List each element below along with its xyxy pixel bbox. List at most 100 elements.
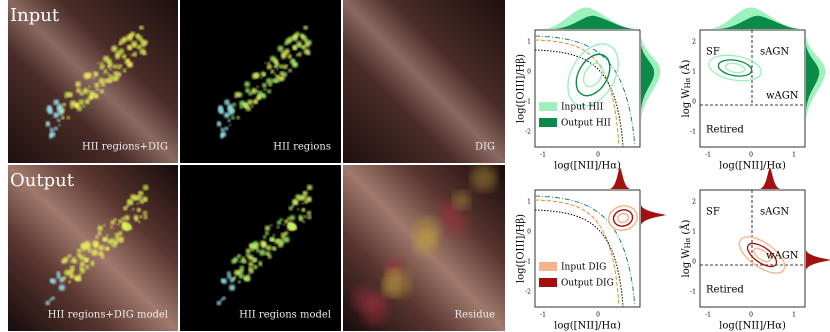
hii-region [307,215,312,220]
hii-region [275,74,280,79]
y-label-main: log W [681,88,692,118]
y-label-sub: Hα [684,77,692,88]
hii-region [101,82,106,87]
hii-region [234,91,240,98]
hii-region [254,100,258,104]
hii-region [142,39,148,46]
y-tick-label: 0 [692,259,696,266]
hii-region [85,244,91,250]
hii-region [243,275,250,282]
hii-region [91,249,98,256]
y-tick-label: -1 [690,129,696,136]
hii-region [70,106,74,110]
hii-region [245,87,251,93]
hii-region [113,218,117,222]
y-tick-label: 1 [527,199,531,206]
hii-region [58,123,61,127]
hii-region [295,194,301,200]
hii-region [93,93,99,99]
hii-region [277,76,283,82]
hii-region [45,300,50,306]
hii-region [261,93,267,99]
hii-region [306,196,312,203]
hii-region [139,48,146,55]
hii-region [97,61,100,64]
hii-region [267,61,271,65]
hii-region [251,105,254,108]
hii-region [228,123,232,127]
hii-region [302,220,305,224]
hii-region [260,76,264,79]
hii-region [137,208,141,211]
density-contour [753,247,771,263]
density-contour [616,212,630,224]
hii-region [263,88,267,92]
hii-region [275,68,279,71]
hii-region [139,215,143,219]
hii-region [76,87,82,93]
region-label: wAGN [766,251,799,262]
hii-region [264,225,271,231]
hii-region [109,68,112,71]
hii-region [255,248,260,253]
hii-region [288,206,293,211]
hii-region [79,261,85,267]
hii-region [280,232,286,238]
hii-region [287,223,293,228]
hii-region [122,68,127,73]
hii-region [117,223,120,226]
hii-region [272,234,276,237]
hii-region [252,257,258,263]
hii-region [82,105,86,108]
residue-blob [452,191,471,210]
y-tick-label: 0 [692,99,696,106]
hii-region [279,218,283,222]
hii-region [85,100,90,104]
y-axis-label: log WHα (Å) [680,219,693,277]
hii-region [267,89,272,94]
y-tick-label: 2 [692,199,696,206]
hii-region [239,265,245,271]
hii-region [88,85,91,88]
hii-region [262,235,267,239]
hii-region [229,277,235,283]
hii-region [139,199,144,204]
hii-region [79,266,84,271]
axes-frame [699,29,806,148]
hii-region [257,94,262,100]
diagnostic-plot: Input DIG Output DIG -1 0 1 0 -1 -2 log([NII]/Hα… [516,168,666,332]
hii-region [256,85,259,88]
top-marginal [760,168,780,189]
hii-region [228,284,236,291]
y-tick-label: -1 [525,99,531,106]
panel-bg [180,165,341,331]
hii-region [103,224,106,227]
hii-region [61,258,67,264]
hii-region [273,65,277,69]
hii-region [76,248,82,254]
hii-region [60,115,65,120]
hii-region [273,72,277,75]
hii-region [276,220,282,225]
demarcation [534,39,620,148]
hii-region [300,194,307,201]
hii-region [302,45,305,49]
demarcation [534,199,620,308]
panel-caption: HII regions+DIG [82,142,168,153]
hii-region [234,96,237,99]
hii-region [105,234,109,237]
panel-bg [8,0,178,163]
hii-region [99,251,104,256]
hii-region [281,54,286,60]
hii-region [89,243,92,246]
y-tick-label: 2 [692,39,696,46]
hii-region [62,102,67,107]
hii-region [127,33,133,40]
hii-region [257,243,260,246]
image-panel: DIG [343,0,505,163]
top-marginal [610,168,630,189]
hii-region [282,64,288,70]
y-tick-label: -2 [525,129,531,136]
region-label: Retired [706,125,744,136]
hii-region [227,103,234,110]
